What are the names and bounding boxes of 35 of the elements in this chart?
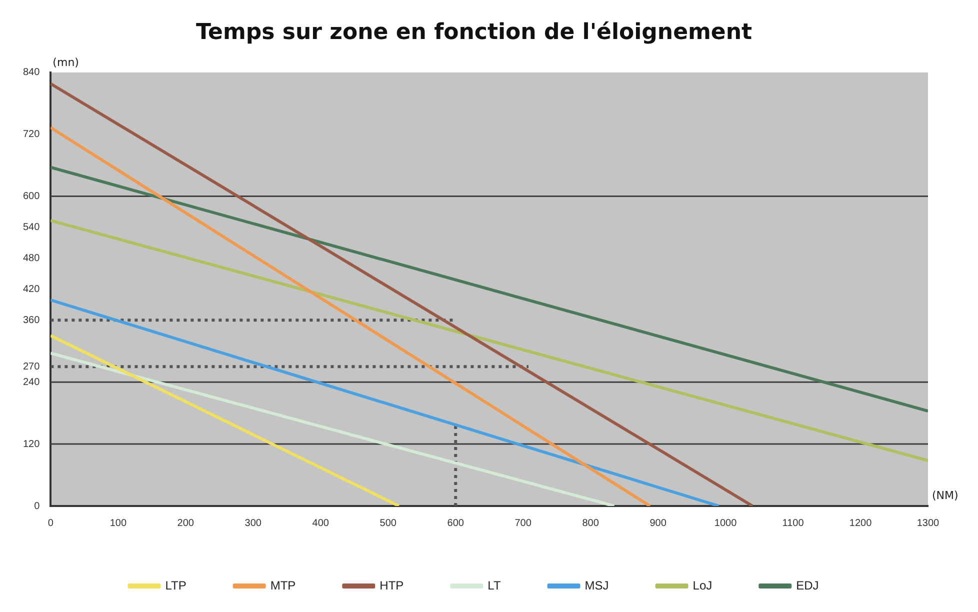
x-tick-label: 1300 — [916, 518, 940, 529]
x-axis-title: (NM) — [932, 488, 958, 502]
y-tick-label: 270 — [22, 361, 40, 372]
x-tick-label: 1000 — [714, 518, 738, 529]
legend-label: LT — [488, 578, 502, 592]
x-tick-label: 800 — [582, 518, 600, 529]
y-tick-label: 540 — [22, 222, 40, 234]
x-tick-label: 900 — [650, 518, 667, 529]
legend-label: MTP — [270, 578, 296, 592]
x-tick-label: 1100 — [782, 518, 804, 529]
legend-label: MSJ — [584, 578, 609, 592]
y-tick-label: 600 — [22, 191, 40, 202]
y-tick-label: 420 — [22, 284, 40, 295]
x-tick-label: 400 — [312, 518, 330, 529]
y-tick-label: 720 — [22, 129, 40, 140]
x-tick-label: 1200 — [849, 518, 872, 529]
legend-label: LoJ — [692, 578, 712, 592]
x-tick-label: 700 — [514, 518, 532, 529]
y-tick-label: 480 — [22, 252, 40, 264]
x-tick-label: 0 — [48, 518, 54, 529]
x-tick-label: 600 — [447, 518, 464, 529]
y-axis-title: (mn) — [52, 56, 79, 69]
x-tick-label: 500 — [380, 518, 397, 529]
y-tick-label: 360 — [22, 314, 40, 326]
x-tick-label: 200 — [177, 518, 194, 529]
x-tick-label: 300 — [244, 518, 262, 529]
y-tick-label: 240 — [22, 376, 40, 388]
y-tick-label: 840 — [22, 67, 40, 78]
x-tick-label: 100 — [110, 518, 127, 529]
y-tick-label: 120 — [22, 438, 40, 450]
legend-label: LTP — [165, 578, 186, 592]
y-tick-label: 0 — [34, 500, 40, 512]
legend-label: HTP — [380, 578, 404, 592]
legend-label: EDJ — [796, 578, 819, 592]
chart-title: Temps sur zone en fonction de l'éloignement — [196, 20, 753, 45]
